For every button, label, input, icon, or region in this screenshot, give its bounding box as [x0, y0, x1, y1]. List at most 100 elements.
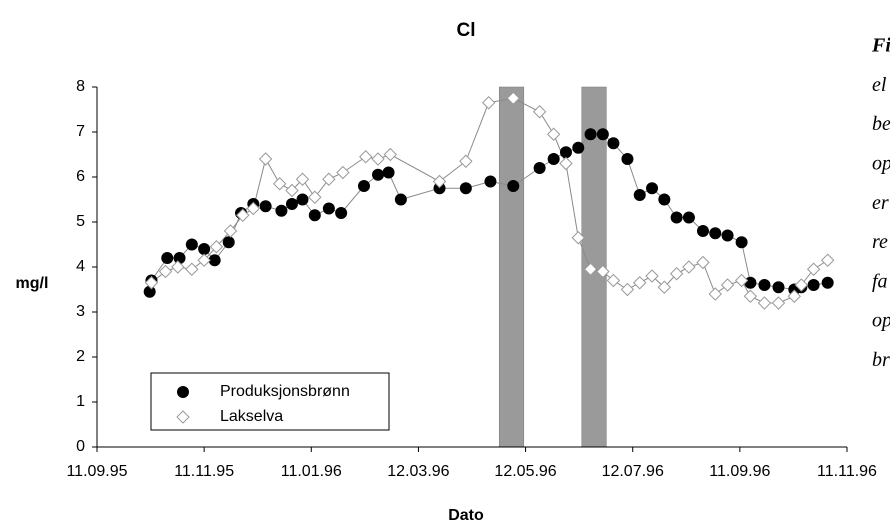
- point: [223, 224, 238, 238]
- point: [383, 147, 398, 162]
- point: [185, 262, 199, 276]
- point: [394, 193, 407, 206]
- point: [596, 128, 609, 141]
- point: [236, 208, 250, 222]
- point: [708, 287, 722, 301]
- point: [806, 262, 821, 276]
- point: [606, 273, 621, 288]
- point: [222, 236, 235, 249]
- point: [633, 276, 647, 290]
- point: [546, 127, 561, 141]
- point: [547, 153, 560, 165]
- side-text: op: [872, 152, 890, 174]
- point: [197, 253, 211, 267]
- side-text: br: [872, 349, 890, 371]
- point: [682, 211, 695, 224]
- legend-marker: [177, 386, 189, 398]
- point: [432, 174, 447, 189]
- point: [335, 207, 348, 219]
- x-tick-label: 11.11.96: [817, 463, 877, 480]
- shaded-period: [498, 86, 525, 448]
- legend: Produksjonsbrønn Lakselva: [150, 372, 390, 431]
- point: [821, 276, 834, 289]
- y-tick-label: 3: [76, 303, 85, 320]
- point: [820, 253, 835, 267]
- point: [734, 273, 749, 288]
- point: [371, 152, 385, 166]
- point: [735, 236, 748, 249]
- point: [721, 229, 734, 242]
- y-tick-label: 6: [76, 168, 85, 185]
- point: [669, 267, 684, 281]
- x-tick-label: 12.03.96: [387, 463, 449, 480]
- point: [171, 260, 185, 274]
- point: [484, 175, 497, 188]
- y-tick-label: 4: [76, 258, 85, 275]
- point: [620, 282, 635, 297]
- point: [807, 279, 820, 291]
- point: [285, 183, 299, 198]
- chart-title: Cl: [457, 20, 476, 41]
- side-text: er: [872, 192, 889, 214]
- point: [459, 182, 472, 195]
- point: [198, 243, 211, 255]
- point: [359, 150, 373, 164]
- point: [584, 128, 597, 141]
- point: [259, 200, 272, 213]
- point: [185, 238, 198, 251]
- point: [771, 296, 786, 310]
- point: [596, 264, 610, 279]
- point: [433, 182, 446, 195]
- point: [143, 285, 156, 298]
- point: [272, 177, 287, 191]
- legend-box: [150, 372, 390, 431]
- point: [322, 172, 336, 186]
- point: [720, 278, 735, 292]
- point: [308, 209, 321, 222]
- point: [571, 231, 585, 245]
- point: [209, 240, 224, 254]
- side-text: op: [872, 310, 890, 332]
- x-tick-label: 11.01.96: [281, 463, 342, 480]
- point: [633, 189, 646, 201]
- y-tick-label: 5: [76, 213, 85, 230]
- x-tick-label: 11.11.95: [174, 463, 234, 480]
- point: [336, 165, 350, 180]
- x-tick-label: 11.09.96: [709, 463, 770, 480]
- point: [794, 278, 809, 292]
- point: [758, 279, 771, 291]
- point: [357, 180, 370, 192]
- y-tick-label: 7: [76, 123, 85, 140]
- point: [658, 193, 671, 206]
- side-text: re: [872, 231, 888, 253]
- legend-label: Produksjonsbrønn: [220, 383, 350, 400]
- point: [670, 211, 683, 224]
- point: [173, 252, 186, 264]
- y-tick-label: 1: [76, 393, 85, 410]
- point: [208, 254, 221, 267]
- x-tick-label: 11.09.95: [66, 463, 127, 480]
- point: [657, 280, 672, 294]
- y-tick-label: 8: [76, 78, 85, 95]
- point: [481, 96, 496, 110]
- legend-label: Lakselva: [220, 408, 283, 425]
- point: [246, 201, 261, 216]
- point: [296, 193, 309, 206]
- point: [158, 264, 173, 279]
- point: [533, 162, 546, 174]
- point: [161, 252, 174, 264]
- y-tick-label: 2: [76, 348, 85, 365]
- point: [572, 141, 585, 154]
- point: [308, 190, 322, 204]
- point: [322, 202, 335, 215]
- point: [559, 146, 572, 159]
- point: [709, 227, 722, 240]
- point: [559, 156, 573, 171]
- x-tick-label: 12.05.96: [494, 463, 556, 480]
- y-tick-label: 0: [76, 438, 85, 455]
- point: [757, 296, 772, 310]
- point: [275, 204, 288, 217]
- point: [645, 269, 659, 283]
- point: [506, 91, 520, 105]
